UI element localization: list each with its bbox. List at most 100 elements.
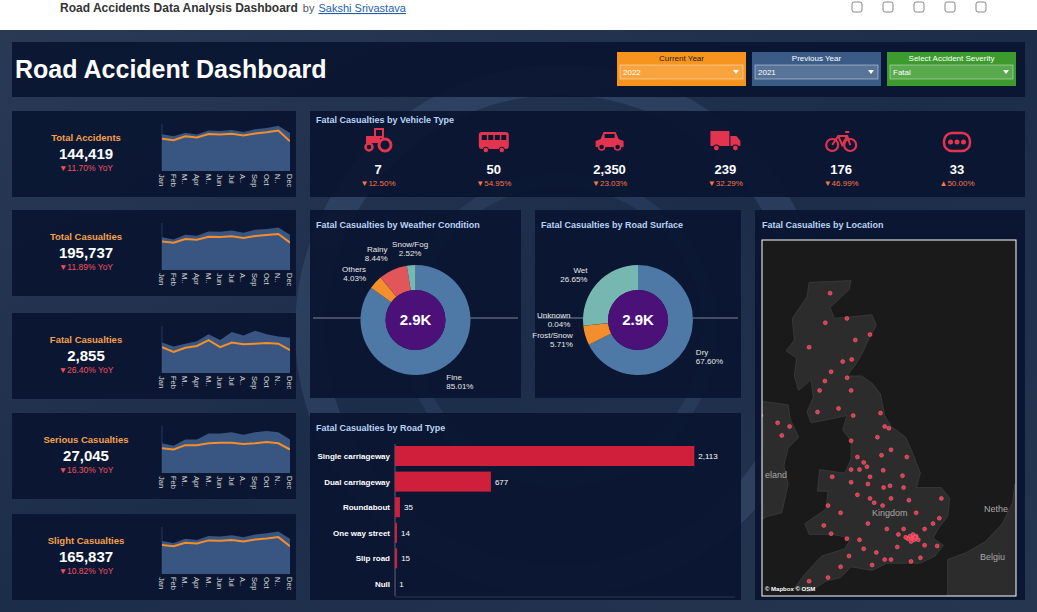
location-dot (923, 543, 927, 547)
tick-label: Feb (169, 273, 178, 286)
tick-label: A.. (238, 174, 247, 183)
map-label: Belgiu (980, 552, 1005, 562)
data-label: 1 (399, 580, 404, 589)
location-dot (918, 556, 922, 560)
slice (407, 265, 416, 290)
icon-part (375, 129, 383, 137)
filter-dropdown[interactable] (755, 65, 878, 79)
tick-label: Apr (192, 476, 201, 488)
vehicle-panel (310, 111, 1025, 197)
data-label: 2,113 (698, 452, 718, 461)
toolbar-icon[interactable] (883, 2, 893, 12)
toolbar-icon[interactable] (976, 2, 986, 12)
location-dot (881, 504, 885, 508)
plot-area (395, 446, 694, 594)
line (162, 340, 290, 352)
location-dot (849, 480, 853, 484)
tick-label: N.. (273, 476, 282, 486)
map-label: eland (765, 470, 787, 480)
location-dot (845, 376, 849, 380)
location-dot (909, 559, 913, 563)
tick-label: Single carriageway (318, 452, 391, 461)
toolbar-icon[interactable] (945, 2, 955, 12)
tick-label: M.. (204, 476, 213, 486)
location-dot (826, 576, 830, 580)
location-dot (830, 475, 834, 479)
location-dot (845, 316, 849, 320)
tick-label: A.. (238, 476, 247, 485)
location-dot (866, 522, 870, 526)
tick-label: M.. (180, 376, 189, 386)
icon-part (366, 144, 373, 151)
location-dot (845, 537, 849, 541)
location-dot (823, 379, 827, 383)
tick-label: M.. (204, 376, 213, 386)
land (948, 466, 1016, 596)
area (162, 431, 290, 473)
vehicle-change: ▼32.29% (708, 179, 743, 188)
data-label: 14 (401, 529, 410, 538)
toolbar-icon[interactable] (852, 2, 862, 12)
icon-car (596, 132, 624, 150)
dropdown-arrow (868, 70, 874, 74)
filter-dropdown[interactable] (890, 65, 1013, 79)
location-dot (872, 501, 876, 505)
plot-area (162, 126, 290, 171)
location-dot (816, 410, 820, 414)
donut-panel (535, 210, 741, 398)
bar-panel (310, 413, 741, 600)
bar (395, 446, 694, 466)
location-dot (901, 474, 905, 478)
icon-part (599, 144, 605, 150)
location-dot (776, 421, 780, 425)
axis-line (395, 597, 735, 598)
tick-label: Jul (227, 577, 236, 587)
filter-dropdown[interactable] (620, 65, 743, 79)
filter-value: 2021 (758, 68, 776, 77)
location-dot (862, 547, 866, 551)
filter-box (887, 52, 1016, 86)
kpi-change: ▼16.30% YoY (59, 465, 114, 475)
map-area (762, 281, 1016, 596)
slice-label: Rainy (367, 245, 387, 254)
tick-label: Dec (285, 174, 294, 188)
slice-value: 67.60% (696, 357, 723, 366)
location-dot (904, 535, 908, 539)
panel-title: Fatal Casualties by Weather Condition (316, 220, 480, 230)
slice-value: 8.44% (365, 254, 388, 263)
panel-title: Fatal Casualties by Vehicle Type (316, 115, 454, 125)
slice (360, 265, 470, 375)
tick-label: Jun (215, 376, 224, 388)
land (762, 401, 799, 534)
area (162, 531, 290, 574)
tick-label: Feb (169, 476, 178, 489)
kpi-card (12, 413, 296, 499)
tick-label: Dec (285, 273, 294, 287)
location-dot (818, 388, 822, 392)
kpi-value: 27,045 (63, 447, 109, 464)
location-dot (931, 522, 935, 526)
tick-label: M.. (180, 174, 189, 184)
location-dot (880, 453, 884, 457)
icon-truck (710, 131, 740, 151)
location-dot (823, 321, 827, 325)
author-link[interactable]: Sakshi Srivastava (318, 2, 406, 14)
location-dot (841, 360, 845, 364)
tick-label: Dec (285, 577, 294, 591)
toolbar-icon[interactable] (914, 2, 924, 12)
map-panel (755, 210, 1025, 600)
kpi-value: 165,837 (59, 548, 113, 565)
tick-label: M.. (204, 273, 213, 283)
location-dot (849, 388, 853, 392)
vehicle-change: ▼23.03% (592, 179, 627, 188)
tick-label: Dual carriageway (324, 478, 390, 487)
area (162, 126, 290, 171)
line (162, 442, 290, 449)
tick-label: Dec (285, 476, 294, 490)
axis-line (395, 444, 396, 596)
kpi-card (12, 313, 296, 399)
tick-label: Oct (262, 476, 271, 489)
location-dot (826, 504, 830, 508)
panel-title: Fatal Casualties by Road Surface (541, 220, 683, 230)
location-dot (895, 545, 899, 549)
